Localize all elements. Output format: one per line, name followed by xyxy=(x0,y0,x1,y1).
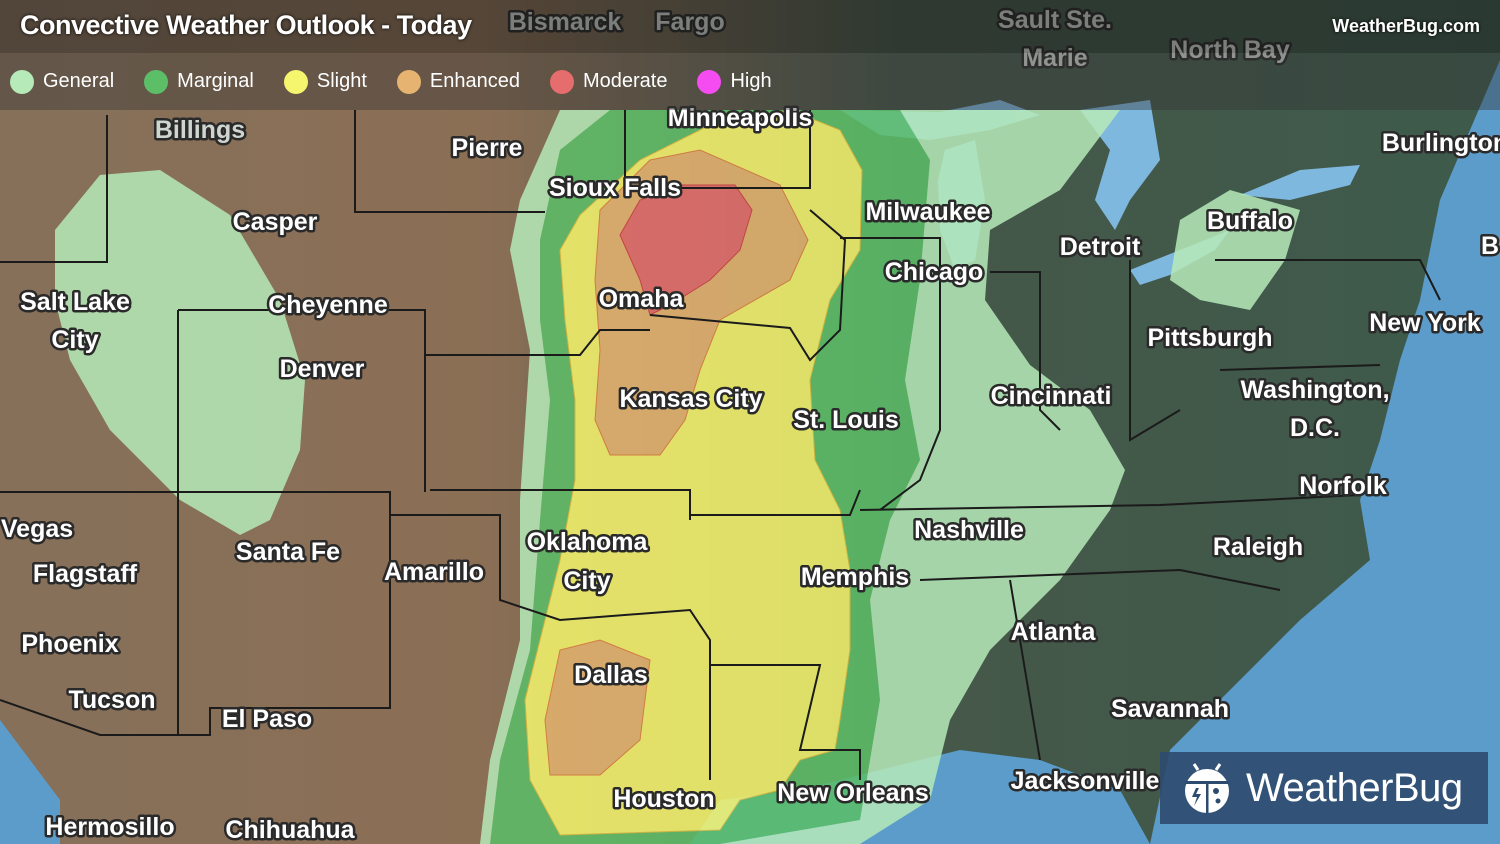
state-borders xyxy=(0,110,1441,780)
site-watermark: WeatherBug.com xyxy=(1332,16,1480,36)
legend-label: High xyxy=(730,70,772,92)
city-label-cincinnati: Cincinnati xyxy=(991,382,1112,410)
city-label-bismarck: Bismarck xyxy=(509,8,622,36)
city-label-amarillo: Amarillo xyxy=(384,558,484,586)
legend-label: Enhanced xyxy=(429,70,520,92)
city-label-denver: Denver xyxy=(280,355,365,383)
city-label-kansas-city: Kansas City xyxy=(619,385,762,413)
city-label-burlington: Burlington xyxy=(1382,129,1500,157)
city-label-oklahoma-city: Oklahoma xyxy=(527,528,649,556)
city-labels: Bismarck Fargo Sault Ste. Marie North Ba… xyxy=(0,4,1500,844)
lake-ontario xyxy=(1240,165,1360,200)
legend-swatch xyxy=(697,69,722,94)
city-label-santa-fe: Santa Fe xyxy=(236,538,340,566)
legend-label: Marginal xyxy=(177,70,254,92)
map-title: Convective Weather Outlook - Today xyxy=(20,10,472,40)
city-label-houston: Houston xyxy=(613,785,714,813)
city-label-washington-dc: Washington, xyxy=(1240,376,1389,404)
legend-swatch xyxy=(396,69,421,94)
city-label-sault-ste-marie-2: Marie xyxy=(1022,44,1087,72)
legend-swatch xyxy=(10,69,34,94)
city-label-billings: Billings xyxy=(155,116,245,144)
moderate-risk xyxy=(619,184,753,316)
bug-icon xyxy=(1185,763,1229,813)
city-label-casper: Casper xyxy=(233,208,318,236)
city-label-buffalo: Buffalo xyxy=(1207,207,1293,235)
city-label-jacksonville: Jacksonville xyxy=(1011,767,1160,795)
city-label-chihuahua: Chihuahua xyxy=(225,816,355,844)
city-label-new-york: New York xyxy=(1369,309,1481,337)
legend-swatch xyxy=(144,69,169,94)
city-label-flagstaff: Flagstaff xyxy=(33,560,138,588)
city-label-salt-lake-city: Salt Lake xyxy=(20,288,130,316)
city-label-salt-lake-city-2: City xyxy=(51,326,98,354)
city-label-pittsburgh: Pittsburgh xyxy=(1148,324,1273,352)
city-label-sault-ste-marie: Sault Ste. xyxy=(998,6,1112,34)
pacific-ocean xyxy=(0,720,60,844)
city-label-fargo: Fargo xyxy=(655,8,724,36)
legend-label: General xyxy=(43,70,115,92)
city-label-phoenix: Phoenix xyxy=(21,630,118,658)
general-risk-northeast xyxy=(1170,190,1300,310)
city-label-memphis: Memphis xyxy=(801,563,909,591)
enhanced-risk-texas xyxy=(544,639,651,776)
legend-item-marginal: Marginal xyxy=(144,69,254,94)
city-label-dallas: Dallas xyxy=(574,661,648,689)
city-label-atlanta: Atlanta xyxy=(1011,618,1097,646)
city-label-norfolk: Norfolk xyxy=(1299,472,1387,500)
city-label-las-vegas-cut: Las Vegas xyxy=(0,515,73,543)
city-label-el-paso: El Paso xyxy=(222,705,312,733)
legend-item-high: High xyxy=(697,69,772,94)
title-bar: Convective Weather Outlook - Today Weath… xyxy=(0,0,1500,53)
city-label-pierre: Pierre xyxy=(452,134,523,162)
city-label-tucson: Tucson xyxy=(68,686,155,714)
city-label-boston-cut: B xyxy=(1481,232,1499,260)
city-label-sioux-falls: Sioux Falls xyxy=(549,174,681,202)
general-risk-west xyxy=(55,170,305,535)
atlantic-ocean xyxy=(1150,60,1500,844)
city-label-milwaukee: Milwaukee xyxy=(865,198,990,226)
logo-text: WeatherBug xyxy=(1246,765,1463,810)
risk-legend: General Marginal Slight Enhanced Moderat… xyxy=(0,53,1500,110)
city-label-nashville: Nashville xyxy=(914,516,1024,544)
legend-item-moderate: Moderate xyxy=(549,69,668,94)
city-label-washington-dc-2: D.C. xyxy=(1290,414,1340,442)
city-label-st-louis: St. Louis xyxy=(793,406,899,434)
legend-item-general: General xyxy=(10,69,115,94)
city-label-minneapolis: Minneapolis xyxy=(668,104,812,132)
weatherbug-logo: WeatherBug xyxy=(1160,752,1488,824)
city-label-cheyenne: Cheyenne xyxy=(268,291,388,319)
legend-swatch xyxy=(549,69,574,94)
city-label-new-orleans: New Orleans xyxy=(777,779,928,807)
city-label-north-bay: North Bay xyxy=(1170,36,1290,64)
legend-swatch xyxy=(283,69,308,94)
legend-item-enhanced: Enhanced xyxy=(396,69,520,94)
city-label-savannah: Savannah xyxy=(1111,695,1229,723)
city-label-oklahoma-city-2: City xyxy=(563,567,610,595)
legend-label: Moderate xyxy=(582,70,668,92)
legend-item-slight: Slight xyxy=(283,69,367,94)
legend-label: Slight xyxy=(316,70,367,92)
city-label-raleigh: Raleigh xyxy=(1213,533,1303,561)
city-label-omaha: Omaha xyxy=(599,285,685,313)
city-label-detroit: Detroit xyxy=(1060,233,1141,261)
city-label-chicago: Chicago xyxy=(885,258,984,286)
city-label-hermosillo: Hermosillo xyxy=(45,813,174,841)
